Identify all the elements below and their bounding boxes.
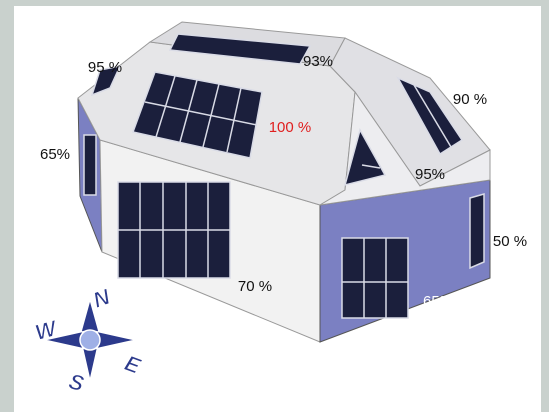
compass-letter: S (66, 368, 87, 396)
labels: 95 % 93% 90 % 100 % 65% 95% 70 % 50 % 65% (40, 53, 527, 310)
compass (44, 298, 136, 381)
building (77, 21, 491, 343)
efficiency-label: 65% (423, 293, 453, 310)
efficiency-label: 70 % (238, 278, 272, 295)
efficiency-label: 93% (303, 53, 333, 70)
efficiency-label: 90 % (453, 91, 487, 108)
efficiency-label: 95 % (88, 59, 122, 76)
efficiency-label: 65% (40, 146, 70, 163)
efficiency-label: 100 % (269, 119, 312, 136)
efficiency-label: 95% (415, 166, 445, 183)
efficiency-label: 50 % (493, 233, 527, 250)
